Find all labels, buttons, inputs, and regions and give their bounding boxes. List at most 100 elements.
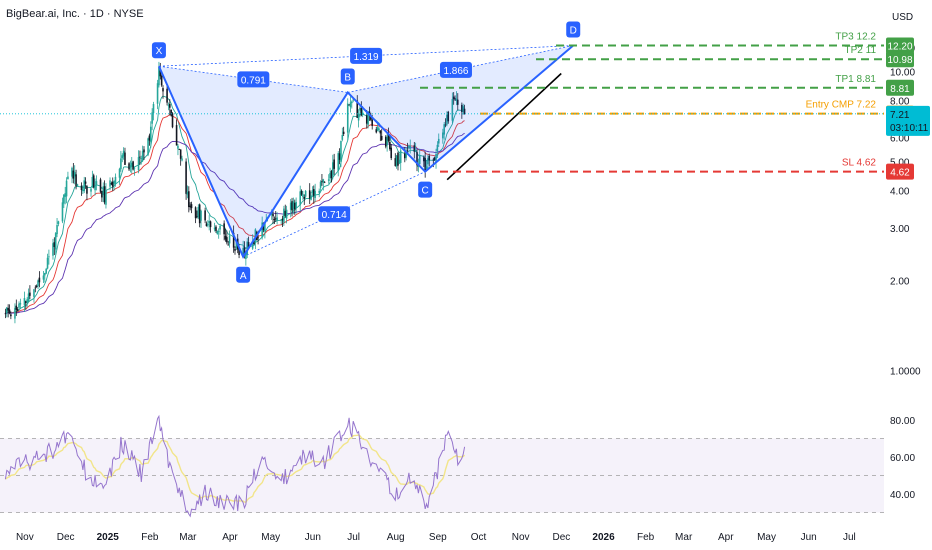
candle-body <box>308 190 311 199</box>
candle-body <box>10 314 12 317</box>
candle-body <box>190 204 193 209</box>
candle-body <box>122 150 125 157</box>
candle-body <box>194 207 197 219</box>
candle-body <box>319 181 322 188</box>
candle-body <box>73 172 76 177</box>
candle-body <box>149 126 152 142</box>
candle-body <box>302 194 304 197</box>
candle-body <box>375 129 378 133</box>
time-tick-label: Jul <box>347 532 360 543</box>
candle-body <box>103 186 106 203</box>
candle-body <box>160 75 163 86</box>
candle-body <box>217 230 220 232</box>
candle-body <box>251 241 254 249</box>
candle-body <box>322 179 325 183</box>
candle-body <box>86 186 88 194</box>
pattern-point-label: A <box>236 266 251 283</box>
candle-body <box>159 69 162 77</box>
candle-body <box>409 145 412 149</box>
candle-body <box>380 135 383 140</box>
level-label-sl: SL 4.62 <box>842 158 877 169</box>
candle-body <box>416 152 418 166</box>
candle-body <box>433 157 436 161</box>
candle-body <box>223 223 225 235</box>
candle-body <box>376 127 379 131</box>
candle-body <box>243 247 246 257</box>
time-tick-label: Feb <box>141 532 159 543</box>
currency-label: USD <box>892 12 913 23</box>
candle-body <box>121 155 124 159</box>
candle-body <box>427 158 429 165</box>
svg-text:7.21: 7.21 <box>890 110 910 121</box>
candle-body <box>367 111 369 125</box>
candle-body <box>451 99 454 121</box>
candle-body <box>186 192 189 195</box>
level-price-badge: 4.62 <box>886 163 914 180</box>
time-tick-label: Nov <box>16 532 34 543</box>
time-tick-label: May <box>261 532 280 543</box>
pattern-point-label: D <box>566 21 581 38</box>
candle-body <box>330 171 333 179</box>
pattern-legs[interactable] <box>158 44 574 259</box>
candle-body <box>264 222 266 232</box>
candle-body <box>341 134 344 140</box>
candle-body <box>340 140 342 162</box>
candle-body <box>208 221 210 223</box>
candle-body <box>436 144 439 152</box>
candle-body <box>162 88 164 92</box>
candle-body <box>352 99 354 101</box>
svg-text:10.98: 10.98 <box>887 55 912 66</box>
trend-line[interactable] <box>446 72 562 181</box>
candle-body <box>446 114 448 125</box>
svg-text:A: A <box>240 271 247 282</box>
candle-body <box>370 116 372 120</box>
candle-body <box>384 136 387 147</box>
svg-text:03:10:11: 03:10:11 <box>890 123 929 134</box>
candle-body <box>118 168 121 178</box>
candle-body <box>219 225 221 230</box>
pattern-ratio-line <box>158 45 574 67</box>
ratio-label: 0.714 <box>318 206 351 223</box>
svg-text:1.319: 1.319 <box>354 52 379 63</box>
candle-body <box>95 181 98 185</box>
candle-body <box>151 112 153 124</box>
candle-body <box>82 189 84 192</box>
candle-body <box>368 111 371 114</box>
candle-body <box>178 149 181 150</box>
candle-body <box>141 151 144 162</box>
candle-body <box>14 307 16 319</box>
candle-body <box>29 292 31 296</box>
candle-body <box>26 299 28 303</box>
price-tick-label: 6.00 <box>890 134 910 145</box>
svg-text:0.714: 0.714 <box>322 210 347 221</box>
moving-average-line <box>5 114 465 314</box>
candle-body <box>48 256 50 258</box>
svg-text:8.81: 8.81 <box>890 84 910 95</box>
candle-body <box>247 242 250 247</box>
candle-body <box>283 208 285 223</box>
candle-body <box>403 153 406 159</box>
pattern-point-label: X <box>151 42 166 59</box>
candle-body <box>25 301 27 304</box>
candle-body <box>303 196 306 199</box>
candle-body <box>168 103 171 108</box>
rsi-pane[interactable] <box>0 414 884 518</box>
candle-body <box>42 275 45 280</box>
candle-body <box>4 313 7 315</box>
time-tick-label: Jun <box>305 532 321 543</box>
candle-body <box>291 201 293 211</box>
candle-body <box>198 204 201 224</box>
svg-text:B: B <box>344 72 351 83</box>
candle-body <box>156 83 159 104</box>
candle-body <box>44 272 46 276</box>
candle-body <box>314 190 316 199</box>
candle-body <box>56 225 58 235</box>
candle-body <box>455 98 458 101</box>
price-pane[interactable]: 0.791 0.714 1.319 1.866 X A B C D TP3 12.2 TP2 11 T… <box>0 21 884 324</box>
candle-body <box>235 241 238 248</box>
candle-body <box>234 248 236 251</box>
candle-body <box>224 235 227 240</box>
candle-body <box>397 152 399 166</box>
candle-body <box>90 188 92 192</box>
